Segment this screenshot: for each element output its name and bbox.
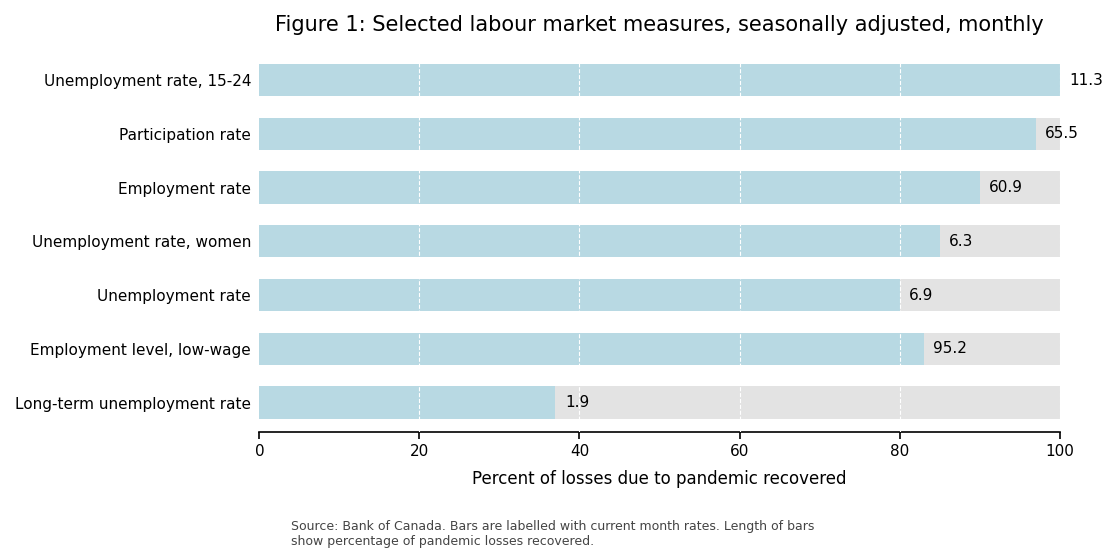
Bar <box>260 172 1060 203</box>
Bar <box>260 386 555 419</box>
X-axis label: Percent of losses due to pandemic recovered: Percent of losses due to pandemic recove… <box>472 470 847 488</box>
Text: 6.3: 6.3 <box>949 234 974 249</box>
Text: 1.9: 1.9 <box>565 395 590 410</box>
Text: Source: Bank of Canada. Bars are labelled with current month rates. Length of ba: Source: Bank of Canada. Bars are labelle… <box>291 520 815 548</box>
Title: Figure 1: Selected labour market measures, seasonally adjusted, monthly: Figure 1: Selected labour market measure… <box>275 15 1044 35</box>
Bar <box>260 64 1060 96</box>
Bar <box>260 386 1060 419</box>
Bar <box>260 117 1036 150</box>
Bar <box>260 333 1060 365</box>
Bar <box>260 117 1060 150</box>
Bar <box>260 225 1060 258</box>
Text: 60.9: 60.9 <box>989 180 1023 195</box>
Bar <box>260 172 979 203</box>
Text: 95.2: 95.2 <box>933 342 967 356</box>
Bar <box>260 279 1060 311</box>
Text: 65.5: 65.5 <box>1045 126 1079 141</box>
Bar <box>260 333 923 365</box>
Text: 11.3: 11.3 <box>1070 73 1103 88</box>
Bar <box>260 279 900 311</box>
Bar <box>260 225 940 258</box>
Text: 6.9: 6.9 <box>910 287 933 302</box>
Bar <box>260 64 1060 96</box>
